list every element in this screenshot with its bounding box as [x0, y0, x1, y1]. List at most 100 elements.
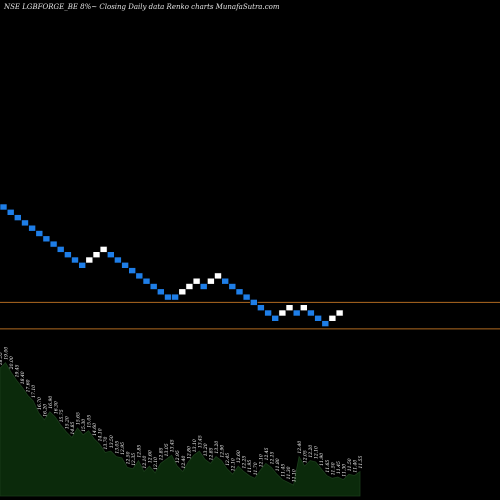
volume-label: 15.30 — [81, 419, 87, 432]
volume-label: 12.10 — [142, 455, 148, 468]
down-brick — [292, 309, 301, 317]
reference-lines — [0, 301, 500, 330]
up-brick — [85, 256, 94, 264]
down-brick — [164, 293, 172, 301]
down-brick — [314, 314, 322, 322]
volume-label: 13.45 — [170, 439, 176, 452]
down-brick — [107, 251, 115, 258]
chart-title: NSE LGBFORGE_BE 8%~ Closing Daily data R… — [3, 3, 280, 11]
down-brick — [142, 277, 151, 285]
volume-label: 12.35 — [131, 453, 137, 466]
volume-label: 12.85 — [159, 447, 165, 460]
volume-label: 16.30 — [53, 401, 59, 414]
volume-label: 17.10 — [31, 385, 37, 398]
volume-label: 13.05 — [114, 441, 120, 454]
volume-label: 12.45 — [225, 453, 231, 466]
volume-label: 12.85 — [137, 445, 143, 458]
up-brick — [214, 272, 222, 280]
down-brick — [114, 256, 122, 264]
down-brick — [21, 219, 29, 227]
volume-label: 15.05 — [87, 415, 93, 428]
volume-label: 11.40 — [353, 460, 359, 473]
renko-bricks — [0, 203, 344, 327]
volume-label: 15.65 — [76, 412, 82, 425]
down-brick — [128, 267, 136, 274]
down-brick — [14, 214, 22, 221]
volume-label: 12.05 — [303, 450, 309, 463]
volume-label: 13.70 — [103, 436, 109, 449]
up-brick — [207, 277, 215, 285]
volume-label: 12.40 — [297, 441, 303, 454]
down-brick — [307, 309, 315, 317]
volume-label: 12.50 — [125, 451, 131, 464]
volume-label: 11.10 — [292, 469, 298, 482]
down-brick — [221, 277, 229, 285]
up-brick — [285, 304, 294, 312]
volume-label: 19.45 — [15, 364, 21, 377]
down-brick — [6, 209, 15, 216]
volume-label: 12.60 — [148, 450, 154, 463]
volume-label: 12.90 — [220, 445, 226, 458]
volume-label: 13.50 — [109, 435, 115, 448]
down-brick — [228, 283, 237, 290]
volume-label: 12.10 — [314, 446, 320, 459]
down-brick — [71, 256, 79, 264]
volume-label: 16.20 — [42, 404, 48, 417]
volume-label: 15.20 — [65, 416, 71, 429]
down-brick — [250, 299, 258, 306]
volume-label: 19.00 — [4, 347, 10, 360]
volume-label: 12.85 — [209, 447, 215, 460]
volume-label: 12.10 — [153, 457, 159, 470]
volume-label: 12.20 — [308, 445, 314, 458]
volume-label: 11.90 — [319, 453, 325, 466]
down-brick — [199, 283, 208, 290]
volume-label: 14.60 — [92, 423, 98, 436]
volume-label: 12.80 — [186, 446, 192, 459]
down-brick — [257, 304, 265, 312]
volume-label: 13.20 — [203, 443, 209, 456]
volume-series — [0, 362, 361, 497]
volume-label: 15.75 — [59, 409, 65, 422]
volume-label: 11.80 — [275, 458, 281, 471]
down-brick — [149, 283, 158, 290]
volume-label: 18.40 — [20, 371, 26, 384]
volume-label: 12.25 — [242, 455, 248, 468]
down-brick — [64, 251, 72, 258]
up-brick — [99, 246, 108, 253]
volume-label: 11.55 — [358, 455, 364, 468]
volume-label: 11.30 — [341, 464, 347, 477]
up-brick — [328, 314, 337, 322]
down-brick — [135, 272, 144, 280]
volume-label: 12.40 — [181, 455, 187, 468]
down-brick — [171, 293, 179, 301]
volume-label: 20.00 — [9, 356, 15, 370]
up-brick — [335, 309, 344, 317]
volume-label: 14.85 — [70, 421, 76, 434]
down-brick — [235, 288, 244, 296]
volume-label: 12.10 — [258, 454, 264, 467]
volume-label: 11.70 — [253, 462, 259, 475]
volume-label: 13.45 — [197, 435, 203, 448]
down-brick — [157, 288, 165, 296]
volume-label: 12.15 — [269, 451, 275, 464]
volume-label: 16.70 — [37, 397, 43, 410]
volume-label: 13.10 — [192, 439, 198, 452]
down-brick — [121, 261, 129, 269]
down-brick — [78, 261, 86, 269]
down-brick — [56, 246, 65, 253]
volume-label: 14.10 — [98, 428, 104, 441]
down-brick — [28, 224, 36, 232]
volume-label: 11.65 — [325, 460, 331, 473]
down-brick — [321, 320, 330, 327]
up-brick — [92, 251, 101, 258]
down-brick — [49, 240, 58, 248]
up-brick — [278, 309, 287, 317]
volume-label: 11.50 — [347, 458, 353, 471]
volume-label: 12.95 — [120, 442, 126, 455]
volume-label: 13.20 — [214, 441, 220, 454]
down-brick — [264, 309, 272, 317]
volume-label: 16.90 — [48, 396, 54, 409]
